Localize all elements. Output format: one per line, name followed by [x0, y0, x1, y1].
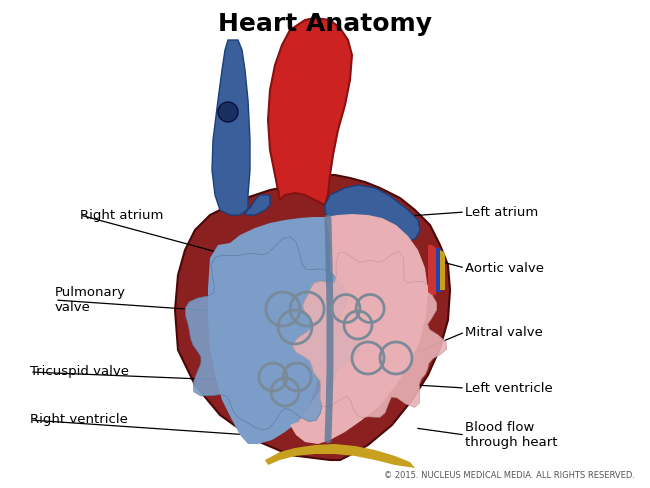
Polygon shape [212, 40, 270, 215]
Text: Left atrium: Left atrium [465, 205, 538, 219]
Polygon shape [175, 175, 450, 460]
Text: Tricuspid valve: Tricuspid valve [30, 366, 129, 379]
Polygon shape [208, 217, 330, 444]
Polygon shape [185, 237, 360, 430]
Text: Aortic valve: Aortic valve [465, 262, 544, 274]
Polygon shape [268, 18, 352, 205]
Polygon shape [265, 444, 415, 468]
Polygon shape [290, 214, 428, 444]
Circle shape [218, 102, 238, 122]
Polygon shape [440, 250, 445, 290]
Polygon shape [436, 248, 442, 292]
Polygon shape [292, 252, 447, 417]
Text: Blood flow
through heart: Blood flow through heart [465, 421, 558, 449]
Polygon shape [428, 245, 436, 295]
Text: Right ventricle: Right ventricle [30, 413, 128, 427]
Text: Pulmonary
valve: Pulmonary valve [55, 286, 126, 314]
Text: © 2015. NUCLEUS MEDICAL MEDIA. ALL RIGHTS RESERVED.: © 2015. NUCLEUS MEDICAL MEDIA. ALL RIGHT… [384, 471, 635, 480]
Text: Mitral valve: Mitral valve [465, 325, 543, 339]
Polygon shape [325, 185, 420, 244]
Text: Right atrium: Right atrium [80, 208, 163, 222]
Text: Heart Anatomy: Heart Anatomy [218, 12, 432, 36]
Text: Left ventricle: Left ventricle [465, 382, 552, 394]
